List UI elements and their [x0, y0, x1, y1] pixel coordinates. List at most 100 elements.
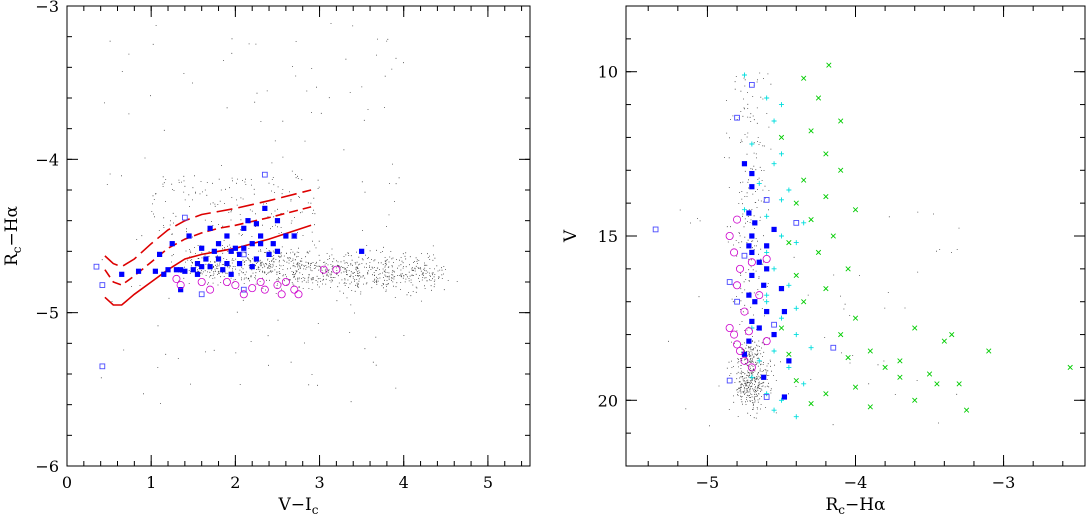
x-tick-label: 2 [230, 473, 240, 492]
cross-point [986, 348, 992, 354]
plus-point [771, 118, 777, 124]
open-circle-point [747, 258, 756, 267]
cross-point [845, 266, 851, 272]
left-panel: 0 1 2 3 4 5 −3 −4 −5 −6 V−Ic Rc−Hα [2, 0, 531, 517]
open-square-point [240, 251, 247, 258]
plus-point [793, 414, 799, 420]
plus-point [778, 151, 784, 157]
open-square-point [726, 377, 733, 384]
marker-series [652, 62, 1073, 420]
filled-square-point [236, 261, 243, 267]
y-tick-label: −6 [35, 457, 59, 476]
cross-point [823, 391, 829, 397]
filled-square-point [249, 264, 255, 270]
open-circle-point [733, 215, 742, 224]
filled-square-point [752, 220, 758, 226]
plus-point [778, 102, 784, 108]
filled-square-point [241, 225, 247, 231]
cross-point [1067, 364, 1073, 371]
filled-square-point [761, 282, 767, 288]
plot-frame [66, 5, 531, 467]
plus-point [764, 249, 770, 255]
plus-point [786, 364, 792, 370]
x-tick-label: 5 [483, 473, 493, 492]
threshold-curves [104, 189, 312, 306]
filled-square-point [771, 331, 777, 338]
axis-ticks: 0 1 2 3 4 5 −3 −4 −5 −6 [35, 0, 530, 492]
plus-point [801, 381, 807, 387]
filled-square-point [764, 266, 770, 272]
cross-point [786, 239, 792, 246]
longdash-threshold-curve [104, 189, 312, 268]
cross-point [882, 364, 888, 371]
filled-square-point [173, 267, 180, 273]
filled-square-point [203, 256, 209, 262]
cross-point [823, 285, 829, 292]
open-circle-point [744, 327, 753, 336]
filled-square-point [241, 245, 247, 251]
dashed-threshold-curve [104, 206, 312, 286]
open-circle-point [755, 291, 764, 300]
open-circle-point [725, 231, 734, 240]
x-tick-label: 1 [146, 473, 156, 492]
open-square-point [198, 291, 205, 298]
open-circle-point [290, 285, 299, 294]
open-circle-point [730, 248, 739, 257]
plus-point [741, 72, 747, 78]
open-square-point [734, 114, 740, 121]
y-axis-label: Rc−Hα [2, 205, 24, 266]
axis-ticks: −5 −4 −3 10 15 20 [598, 5, 1085, 492]
filled-square-point [253, 256, 260, 262]
open-circle-point [281, 277, 290, 286]
filled-square-point [165, 267, 171, 273]
plus-point [764, 213, 770, 219]
open-circle-point [197, 277, 206, 286]
cross-point [786, 351, 792, 357]
filled-square-point [266, 251, 272, 257]
plus-point [741, 207, 747, 213]
y-axis-label: V [561, 229, 581, 243]
right-panel: −5 −4 −3 10 15 20 Rc−Hα V [561, 5, 1086, 517]
open-circle-point [736, 264, 745, 273]
cross-point [949, 331, 955, 338]
cross-point [897, 358, 903, 364]
field-star-dots [100, 23, 458, 404]
filled-square-point [746, 292, 752, 298]
open-circle-point [733, 281, 742, 290]
field-star-dots [668, 72, 960, 427]
filled-square-point [761, 374, 767, 380]
plus-point [808, 345, 814, 351]
filled-square-point [169, 241, 175, 247]
x-axis-label: Rc−Hα [825, 495, 886, 517]
x-axis-label: V−Ic [278, 495, 319, 517]
plus-point [801, 220, 807, 226]
filled-square-point [245, 218, 251, 224]
open-square-point [771, 321, 777, 328]
cross-point [778, 325, 785, 331]
open-circle-point [736, 346, 745, 355]
filled-square-point [253, 221, 260, 227]
cross-point [926, 371, 933, 377]
open-square-point [261, 171, 268, 178]
plus-point [764, 95, 770, 101]
filled-square-point [228, 271, 234, 277]
filled-square-point [186, 233, 192, 239]
filled-square-point [232, 245, 238, 251]
open-circle-point [273, 281, 282, 290]
cross-point [838, 167, 844, 173]
filled-square-point [749, 184, 755, 190]
filled-square-point [283, 233, 289, 239]
open-square-point [291, 233, 298, 239]
filled-square-point [291, 233, 297, 239]
filled-square-point [746, 243, 752, 249]
cross-point [867, 348, 873, 354]
filled-square-point [756, 325, 762, 331]
open-circle-point [248, 284, 257, 293]
x-tick-label: 4 [399, 473, 409, 492]
y-tick-label: −3 [35, 0, 59, 16]
filled-square-point [236, 251, 243, 257]
plus-point [749, 374, 755, 380]
open-circle-point [277, 290, 286, 299]
filled-square-point [215, 256, 222, 262]
